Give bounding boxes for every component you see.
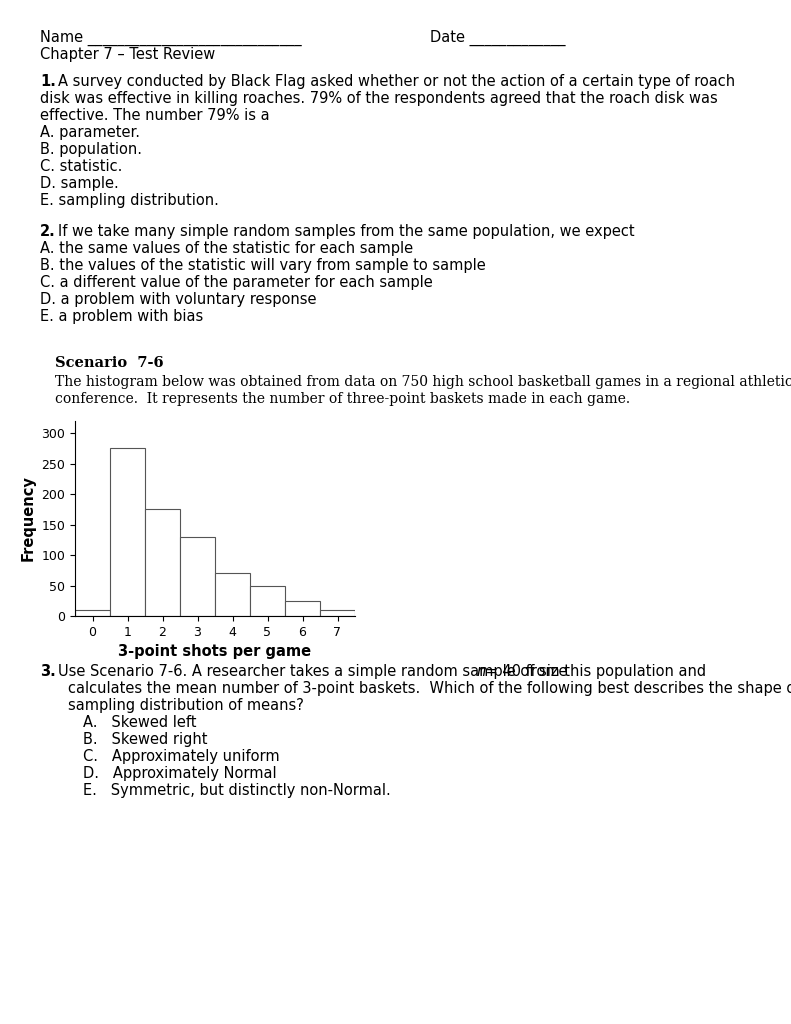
Bar <box>250 586 285 616</box>
Text: A. the same values of the statistic for each sample: A. the same values of the statistic for … <box>40 241 413 256</box>
Text: n: n <box>476 664 486 679</box>
Bar <box>320 610 355 616</box>
Text: B.   Skewed right: B. Skewed right <box>83 732 207 746</box>
Text: Chapter 7 – Test Review: Chapter 7 – Test Review <box>40 47 215 62</box>
Text: Use Scenario 7-6. A researcher takes a simple random sample of size: Use Scenario 7-6. A researcher takes a s… <box>58 664 572 679</box>
X-axis label: 3-point shots per game: 3-point shots per game <box>119 644 312 659</box>
Text: E.   Symmetric, but distinctly non-Normal.: E. Symmetric, but distinctly non-Normal. <box>83 783 391 798</box>
Text: A.   Skewed left: A. Skewed left <box>83 715 196 730</box>
Text: C.   Approximately uniform: C. Approximately uniform <box>83 749 280 764</box>
Text: D.   Approximately Normal: D. Approximately Normal <box>83 766 277 781</box>
Text: = 40 from this population and: = 40 from this population and <box>480 664 706 679</box>
Text: 3.: 3. <box>40 664 55 679</box>
Text: E. a problem with bias: E. a problem with bias <box>40 309 203 324</box>
Text: E. sampling distribution.: E. sampling distribution. <box>40 193 219 208</box>
Text: Scenario  7-6: Scenario 7-6 <box>55 356 164 370</box>
Bar <box>145 509 180 616</box>
Text: C. a different value of the parameter for each sample: C. a different value of the parameter fo… <box>40 275 433 290</box>
Text: A survey conducted by Black Flag asked whether or not the action of a certain ty: A survey conducted by Black Flag asked w… <box>58 74 735 89</box>
Bar <box>180 537 215 616</box>
Text: sampling distribution of means?: sampling distribution of means? <box>68 698 304 713</box>
Text: conference.  It represents the number of three-point baskets made in each game.: conference. It represents the number of … <box>55 392 630 406</box>
Bar <box>75 610 110 616</box>
Text: 2.: 2. <box>40 224 55 239</box>
Text: A. parameter.: A. parameter. <box>40 125 140 140</box>
Text: calculates the mean number of 3-point baskets.  Which of the following best desc: calculates the mean number of 3-point ba… <box>68 681 791 696</box>
Y-axis label: Frequency: Frequency <box>21 475 36 561</box>
Text: 1.: 1. <box>40 74 56 89</box>
Bar <box>110 449 145 616</box>
Text: disk was effective in killing roaches. 79% of the respondents agreed that the ro: disk was effective in killing roaches. 7… <box>40 91 717 106</box>
Text: If we take many simple random samples from the same population, we expect: If we take many simple random samples fr… <box>58 224 634 239</box>
Text: Date _____________: Date _____________ <box>430 30 566 46</box>
Text: D. a problem with voluntary response: D. a problem with voluntary response <box>40 292 316 307</box>
Text: D. sample.: D. sample. <box>40 176 119 191</box>
Text: The histogram below was obtained from data on 750 high school basketball games i: The histogram below was obtained from da… <box>55 375 791 389</box>
Bar <box>215 573 250 616</box>
Text: C. statistic.: C. statistic. <box>40 159 123 174</box>
Text: B. population.: B. population. <box>40 142 142 157</box>
Text: Name _____________________________: Name _____________________________ <box>40 30 301 46</box>
Text: B. the values of the statistic will vary from sample to sample: B. the values of the statistic will vary… <box>40 258 486 273</box>
Bar <box>285 601 320 616</box>
Text: effective. The number 79% is a: effective. The number 79% is a <box>40 108 270 123</box>
